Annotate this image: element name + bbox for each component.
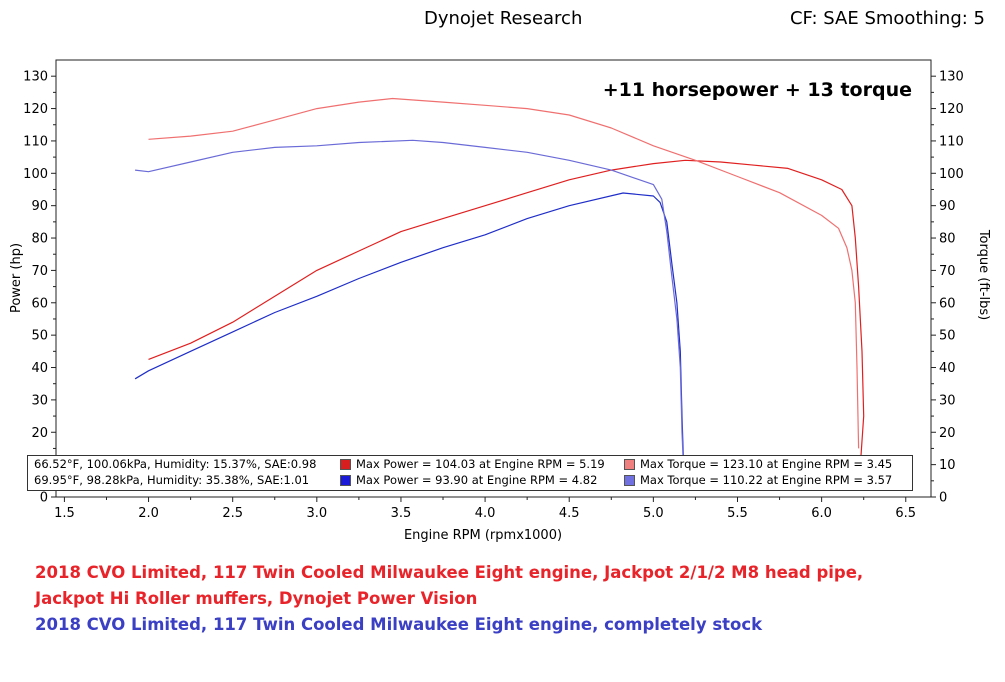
x-tick-label: 5.5 xyxy=(727,506,748,521)
y-tick-label: 120 xyxy=(23,102,48,117)
y-tick-label: 130 xyxy=(23,70,48,85)
y-axis-label: Power (hp) xyxy=(9,243,24,313)
x-tick-label: 6.5 xyxy=(895,506,916,521)
y2-tick-label: 30 xyxy=(939,393,956,408)
series-stock-power xyxy=(134,192,686,491)
legend-row-stock: 69.95°F, 98.28kPa, Humidity: 35.38%, SAE… xyxy=(28,472,912,489)
y2-axis-label: Torque (ft-lbs) xyxy=(976,229,991,320)
y2-tick-label: 100 xyxy=(939,167,964,182)
y2-tick-label: 120 xyxy=(939,102,964,117)
series-modified-torque xyxy=(148,97,860,449)
legend-torque: Max Torque = 123.10 at Engine RPM = 3.45 xyxy=(640,457,893,471)
x-tick-label: 3.5 xyxy=(391,506,412,521)
x-tick-label: 2.0 xyxy=(138,506,159,521)
y-tick-label: 20 xyxy=(31,426,48,441)
y-tick-label: 110 xyxy=(23,134,48,149)
y2-tick-label: 10 xyxy=(939,458,956,473)
x-axis-label: Engine RPM (rpmx1000) xyxy=(404,528,562,543)
y2-tick-label: 80 xyxy=(939,232,956,247)
legend-power: Max Power = 104.03 at Engine RPM = 5.19 xyxy=(356,457,605,471)
legend: 66.52°F, 100.06kPa, Humidity: 15.37%, SA… xyxy=(27,455,913,491)
legend-swatch-power xyxy=(340,459,351,470)
y2-tick-label: 130 xyxy=(939,70,964,85)
series-modified-power xyxy=(148,159,865,491)
y-tick-label: 30 xyxy=(31,393,48,408)
chart-header-title: Dynojet Research xyxy=(424,8,583,29)
y-tick-label: 80 xyxy=(31,232,48,247)
x-tick-label: 6.0 xyxy=(811,506,832,521)
x-tick-label: 2.5 xyxy=(222,506,243,521)
legend-conditions: 69.95°F, 98.28kPa, Humidity: 35.38%, SAE… xyxy=(34,473,310,487)
y2-tick-label: 20 xyxy=(939,426,956,441)
legend-swatch-torque xyxy=(624,459,635,470)
legend-swatch-power xyxy=(340,475,351,486)
series-stock-torque xyxy=(135,139,685,472)
y-tick-label: 100 xyxy=(23,167,48,182)
x-tick-label: 3.0 xyxy=(306,506,327,521)
y2-tick-label: 0 xyxy=(939,491,947,506)
y2-tick-label: 110 xyxy=(939,134,964,149)
legend-torque: Max Torque = 110.22 at Engine RPM = 3.57 xyxy=(640,473,893,487)
x-tick-label: 4.0 xyxy=(475,506,496,521)
y2-tick-label: 90 xyxy=(939,199,956,214)
legend-power: Max Power = 93.90 at Engine RPM = 4.82 xyxy=(356,473,598,487)
plot-frame xyxy=(55,59,932,498)
chart-header-correction: CF: SAE Smoothing: 5 xyxy=(789,8,985,29)
y-tick-label: 40 xyxy=(31,361,48,376)
x-tick-label: 5.0 xyxy=(643,506,664,521)
y-tick-label: 50 xyxy=(31,329,48,344)
y-tick-label: 0 xyxy=(40,491,48,506)
y2-tick-label: 70 xyxy=(939,264,956,279)
y-tick-label: 70 xyxy=(31,264,48,279)
y2-tick-label: 40 xyxy=(939,361,956,376)
x-tick-label: 1.5 xyxy=(54,506,75,521)
caption-modified-line2: Jackpot Hi Roller muffers, Dynojet Power… xyxy=(35,589,478,608)
chart-annotation: +11 horsepower + 13 torque xyxy=(603,79,912,101)
legend-swatch-torque xyxy=(624,475,635,486)
y-tick-label: 60 xyxy=(31,296,48,311)
caption-stock: 2018 CVO Limited, 117 Twin Cooled Milwau… xyxy=(35,615,763,634)
y-tick-label: 90 xyxy=(31,199,48,214)
caption-modified-line1: 2018 CVO Limited, 117 Twin Cooled Milwau… xyxy=(35,563,864,582)
legend-conditions: 66.52°F, 100.06kPa, Humidity: 15.37%, SA… xyxy=(34,457,317,471)
y2-tick-label: 60 xyxy=(939,296,956,311)
captions: 2018 CVO Limited, 117 Twin Cooled Milwau… xyxy=(35,560,863,638)
legend-row-modified: 66.52°F, 100.06kPa, Humidity: 15.37%, SA… xyxy=(28,456,912,473)
x-tick-label: 4.5 xyxy=(559,506,580,521)
y2-tick-label: 50 xyxy=(939,329,956,344)
